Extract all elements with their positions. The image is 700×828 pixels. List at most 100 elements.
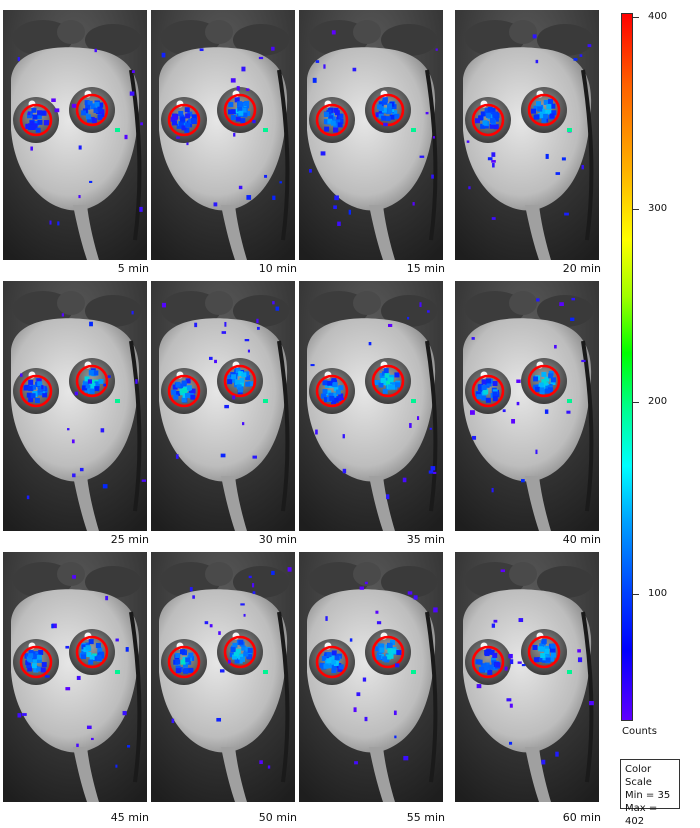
ear-right xyxy=(85,566,141,598)
mouse-head-image xyxy=(455,10,599,260)
roi-circle xyxy=(167,645,201,679)
color-scale-max: Max = 402 xyxy=(625,803,658,827)
mouse-head-image xyxy=(151,281,295,531)
head xyxy=(463,318,592,482)
mouse-image-panel xyxy=(299,10,443,260)
mouse-image-panel xyxy=(3,10,147,260)
color-scale-bar: Counts 400 300 200 100 xyxy=(618,10,698,750)
mouse-head-image xyxy=(455,281,599,531)
neck xyxy=(525,476,551,531)
ear-right xyxy=(537,566,593,598)
colorbar-tick-label: 400 xyxy=(648,10,668,22)
mouse-image-panel xyxy=(151,281,295,531)
time-label: 50 min xyxy=(258,811,297,824)
mouse-image-panel xyxy=(299,552,443,802)
roi-circle xyxy=(223,93,257,127)
ear-right xyxy=(537,295,593,327)
color-gradient xyxy=(621,13,633,721)
mouse-image-panel xyxy=(3,552,147,802)
colorbar-units-label: Counts xyxy=(622,726,657,737)
mouse-image-panel xyxy=(151,10,295,260)
mouse-image-panel xyxy=(299,281,443,531)
colorbar-tick xyxy=(633,209,639,211)
roi-circle xyxy=(19,103,53,137)
mouse-image-panel xyxy=(455,10,599,260)
roi-circle xyxy=(19,645,53,679)
head xyxy=(11,318,140,482)
roi-circle xyxy=(75,635,109,669)
head xyxy=(307,47,436,211)
head xyxy=(463,47,592,211)
neck xyxy=(369,205,395,260)
mouse-head-image xyxy=(299,552,443,802)
neck xyxy=(369,476,395,531)
roi-circle xyxy=(371,364,405,398)
head xyxy=(307,589,436,753)
roi-circle xyxy=(167,374,201,408)
ear-right xyxy=(233,566,289,598)
head xyxy=(307,318,436,482)
roi-circle xyxy=(371,635,405,669)
time-label: 45 min xyxy=(110,811,149,824)
color-scale-title: Color Scale xyxy=(625,764,652,788)
head xyxy=(11,47,140,211)
image-grid: 5 min 10 min 15 min 20 min xyxy=(3,10,601,824)
roi-circle xyxy=(471,374,505,408)
neck xyxy=(221,205,247,260)
roi-circle xyxy=(19,374,53,408)
neck xyxy=(525,205,551,260)
roi-circle xyxy=(527,635,561,669)
colorbar-tick-label: 200 xyxy=(648,395,668,407)
mouse-image-panel xyxy=(455,552,599,802)
roi-circle xyxy=(315,103,349,137)
time-label: 60 min xyxy=(562,811,601,824)
mouse-head-image xyxy=(299,281,443,531)
ear-right xyxy=(381,295,437,327)
roi-circle xyxy=(527,364,561,398)
roi-circle xyxy=(167,103,201,137)
mouse-head-image xyxy=(455,552,599,802)
ear-right xyxy=(537,24,593,56)
ear-right xyxy=(233,295,289,327)
time-label: 15 min xyxy=(406,262,445,275)
time-label: 30 min xyxy=(258,533,297,546)
time-label: 25 min xyxy=(110,533,149,546)
roi-circle xyxy=(471,645,505,679)
head xyxy=(463,589,592,753)
neck xyxy=(73,205,99,260)
roi-circle xyxy=(75,364,109,398)
mouse-head-image xyxy=(3,281,147,531)
mouse-head-image xyxy=(3,10,147,260)
mouse-image-panel xyxy=(151,552,295,802)
neck xyxy=(525,747,551,802)
mouse-head-image xyxy=(299,10,443,260)
colorbar-tick xyxy=(633,16,639,18)
head xyxy=(11,589,140,753)
roi-circle xyxy=(315,645,349,679)
mouse-image-panel xyxy=(455,281,599,531)
ear-right xyxy=(381,566,437,598)
neck xyxy=(73,476,99,531)
ear-right xyxy=(85,24,141,56)
roi-circle xyxy=(527,93,561,127)
time-label: 35 min xyxy=(406,533,445,546)
time-label: 55 min xyxy=(406,811,445,824)
ear-right xyxy=(85,295,141,327)
neck xyxy=(73,747,99,802)
head xyxy=(159,47,288,211)
roi-circle xyxy=(223,635,257,669)
time-label: 40 min xyxy=(562,533,601,546)
color-scale-min: Min = 35 xyxy=(625,790,671,801)
mouse-head-image xyxy=(3,552,147,802)
mouse-head-image xyxy=(151,552,295,802)
mouse-image-panel xyxy=(3,281,147,531)
ear-right xyxy=(381,24,437,56)
neck xyxy=(221,747,247,802)
time-label: 20 min xyxy=(562,262,601,275)
time-label: 10 min xyxy=(258,262,297,275)
roi-circle xyxy=(371,93,405,127)
roi-circle xyxy=(223,364,257,398)
neck xyxy=(369,747,395,802)
color-scale-legend: Color Scale Min = 35 Max = 402 xyxy=(620,759,680,827)
roi-circle xyxy=(315,374,349,408)
